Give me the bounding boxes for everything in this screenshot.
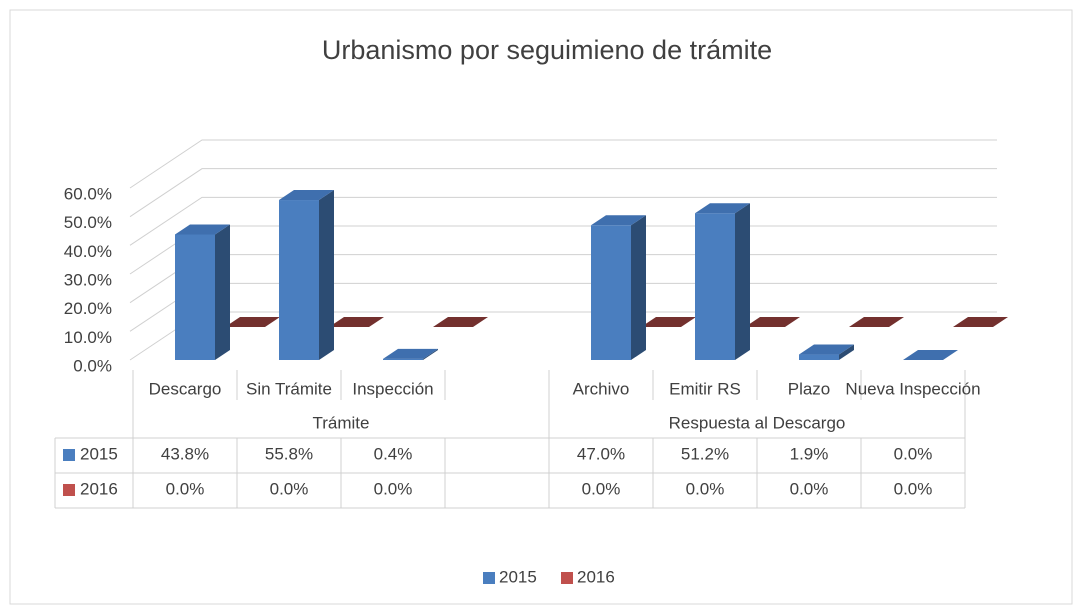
bar-top bbox=[903, 350, 958, 360]
legend-label: 2016 bbox=[577, 567, 615, 586]
y-tick-label: 0.0% bbox=[73, 356, 112, 375]
data-table-cell: 0.0% bbox=[582, 479, 621, 498]
data-table-cell: 0.0% bbox=[894, 444, 933, 463]
y-tick-label: 50.0% bbox=[64, 213, 112, 232]
bar-top bbox=[175, 224, 230, 235]
chart-title: Urbanismo por seguimieno de trámite bbox=[322, 35, 772, 65]
bar-top bbox=[695, 203, 750, 214]
x-tick-label: Archivo bbox=[573, 379, 630, 398]
data-table-cell: 43.8% bbox=[161, 444, 209, 463]
bar-front bbox=[279, 200, 319, 360]
bar-front bbox=[591, 225, 631, 360]
bar-top bbox=[953, 317, 1008, 327]
grid-line bbox=[129, 196, 997, 246]
bar-front bbox=[383, 358, 423, 360]
data-table-cell: 1.9% bbox=[790, 444, 829, 463]
y-tick-label: 60.0% bbox=[64, 184, 112, 203]
y-tick-label: 40.0% bbox=[64, 242, 112, 261]
bar-top bbox=[329, 317, 384, 327]
x-tick-label: Descargo bbox=[149, 379, 222, 398]
bar-side bbox=[631, 215, 646, 360]
bar-side bbox=[735, 203, 750, 360]
bar-top bbox=[433, 317, 488, 327]
bar-top bbox=[591, 215, 646, 226]
grid-line bbox=[129, 139, 997, 189]
data-table-cell: 47.0% bbox=[577, 444, 625, 463]
bar-front bbox=[175, 234, 215, 360]
bar-front bbox=[695, 213, 735, 360]
legend-swatch bbox=[561, 572, 573, 584]
y-tick-label: 30.0% bbox=[64, 270, 112, 289]
table-legend-label: 2015 bbox=[80, 444, 118, 463]
bar-side bbox=[319, 190, 334, 360]
bar-top bbox=[225, 317, 280, 327]
bar-side bbox=[423, 348, 438, 360]
data-table-cell: 0.0% bbox=[894, 479, 933, 498]
bar-front bbox=[799, 354, 839, 360]
x-tick-label: Emitir RS bbox=[669, 379, 741, 398]
legend-swatch bbox=[483, 572, 495, 584]
legend-label: 2015 bbox=[499, 567, 537, 586]
x-tick-label: Nueva Inspección bbox=[845, 379, 980, 398]
bar-top bbox=[641, 317, 696, 327]
group-label: Trámite bbox=[313, 413, 370, 432]
data-table-cell: 0.4% bbox=[374, 444, 413, 463]
data-table-cell: 0.0% bbox=[166, 479, 205, 498]
table-legend-label: 2016 bbox=[80, 479, 118, 498]
data-table-cell: 0.0% bbox=[374, 479, 413, 498]
grid-line bbox=[129, 168, 997, 218]
bar-top bbox=[799, 344, 854, 355]
bar-side bbox=[215, 224, 230, 360]
x-tick-label: Inspección bbox=[352, 379, 433, 398]
table-legend-swatch bbox=[63, 449, 75, 461]
data-table-cell: 0.0% bbox=[790, 479, 829, 498]
group-label: Respuesta al Descargo bbox=[669, 413, 846, 432]
data-table-cell: 0.0% bbox=[686, 479, 725, 498]
table-legend-swatch bbox=[63, 484, 75, 496]
bar-top bbox=[849, 317, 904, 327]
bar-top bbox=[279, 190, 334, 201]
bar-top bbox=[383, 348, 438, 359]
data-table-cell: 55.8% bbox=[265, 444, 313, 463]
data-table-cell: 0.0% bbox=[270, 479, 309, 498]
chart-frame bbox=[9, 9, 1073, 605]
y-tick-label: 10.0% bbox=[64, 328, 112, 347]
x-tick-label: Plazo bbox=[788, 379, 831, 398]
y-tick-label: 20.0% bbox=[64, 299, 112, 318]
bar-top bbox=[745, 317, 800, 327]
bar-side bbox=[839, 344, 854, 360]
x-tick-label: Sin Trámite bbox=[246, 379, 332, 398]
data-table-cell: 51.2% bbox=[681, 444, 729, 463]
